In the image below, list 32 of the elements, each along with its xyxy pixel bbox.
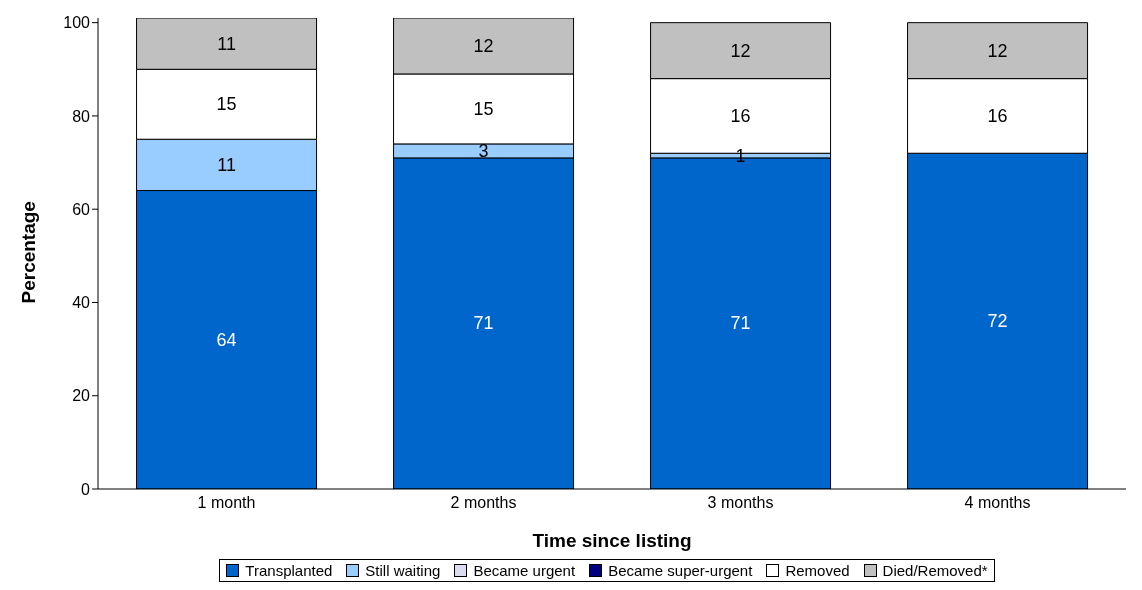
x-tick-label: 4 months <box>964 494 1031 512</box>
data-label: 15 <box>473 98 494 119</box>
legend-label: Transplanted <box>244 562 333 579</box>
data-label: 11 <box>217 33 236 54</box>
y-tick-label: 100 <box>63 14 91 32</box>
y-axis-title: Percentage <box>17 201 39 304</box>
data-label: 16 <box>730 105 751 126</box>
legend-label: Died/Removed* <box>881 562 988 579</box>
y-tick-label: 20 <box>72 387 91 405</box>
x-tick-label: 2 months <box>450 494 517 512</box>
y-tick-label: 60 <box>72 200 91 218</box>
y-tick-label: 40 <box>72 294 91 312</box>
data-label: 12 <box>987 40 1008 61</box>
legend-label: Removed <box>784 562 850 579</box>
data-label: 64 <box>216 329 237 350</box>
data-label: 11 <box>217 154 236 175</box>
data-label: 12 <box>473 35 494 56</box>
x-tick-label: 3 months <box>707 494 774 512</box>
legend-label: Became super-urgent <box>607 562 753 579</box>
data-label: 3 <box>478 140 489 161</box>
data-label: 72 <box>987 311 1008 332</box>
data-label: 71 <box>473 313 494 334</box>
data-label: 15 <box>216 94 237 115</box>
x-axis-title: Time since listing <box>532 530 692 551</box>
data-label: 16 <box>987 105 1008 126</box>
data-label: 71 <box>730 313 751 334</box>
legend-label: Became urgent <box>472 562 576 579</box>
y-tick-label: 80 <box>72 107 91 125</box>
y-tick-label: 0 <box>81 480 91 498</box>
x-tick-label: 1 month <box>197 494 256 512</box>
legend-label: Still waiting <box>364 562 441 579</box>
data-label: 12 <box>730 40 751 61</box>
